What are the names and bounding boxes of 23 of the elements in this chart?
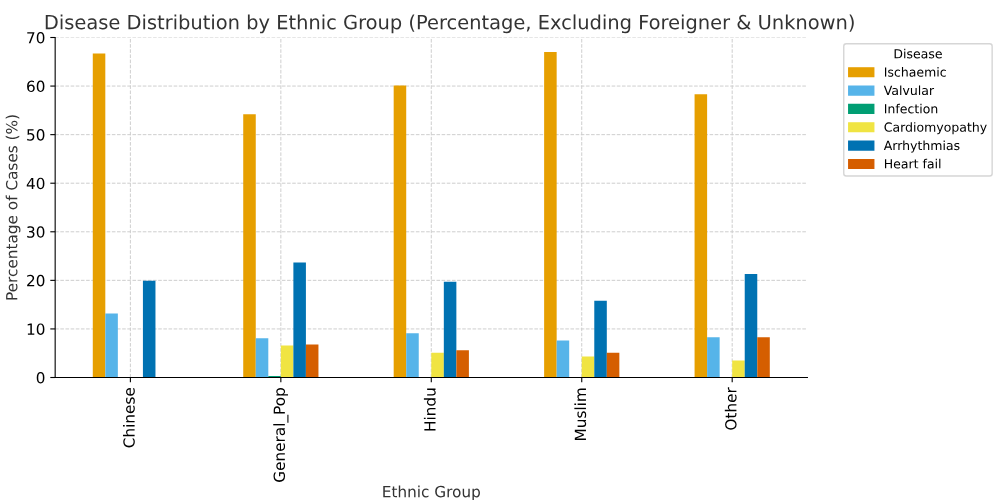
legend-label: Heart fail <box>884 158 941 169</box>
chart-title: Disease Distribution by Ethnic Group (Percentage, Excluding Foreigner & Unknown) <box>45 14 854 34</box>
legend-label: Arrhythmias <box>883 140 960 153</box>
legend-title: Disease <box>894 48 942 59</box>
y-tick-label: 60 <box>27 80 45 93</box>
y-tick-label: 0 <box>36 371 45 384</box>
legend-label: Ischaemic <box>884 67 946 77</box>
legend-label: Infection <box>884 103 938 114</box>
y-tick-label: 50 <box>27 129 45 141</box>
x-axis-title: Ethnic Group <box>383 485 480 500</box>
y-tick-label: 70 <box>27 31 45 44</box>
y-tick-label: 30 <box>27 226 45 238</box>
x-tick-label: Hindu <box>423 388 436 431</box>
y-axis-title: Percentage of Cases (%) <box>5 115 21 300</box>
x-tick-label: General_Pop <box>273 388 289 482</box>
legend-label: Cardiomyopathy <box>884 122 987 135</box>
x-tick-label: Chinese <box>123 388 135 448</box>
y-tick-label: 10 <box>27 323 45 335</box>
x-tick-label: Muslim <box>574 388 587 440</box>
legend-label: Valvular <box>883 85 935 96</box>
y-tick-label: 20 <box>27 274 45 287</box>
x-tick-label: Other <box>724 387 737 430</box>
y-tick-label: 40 <box>26 177 45 190</box>
